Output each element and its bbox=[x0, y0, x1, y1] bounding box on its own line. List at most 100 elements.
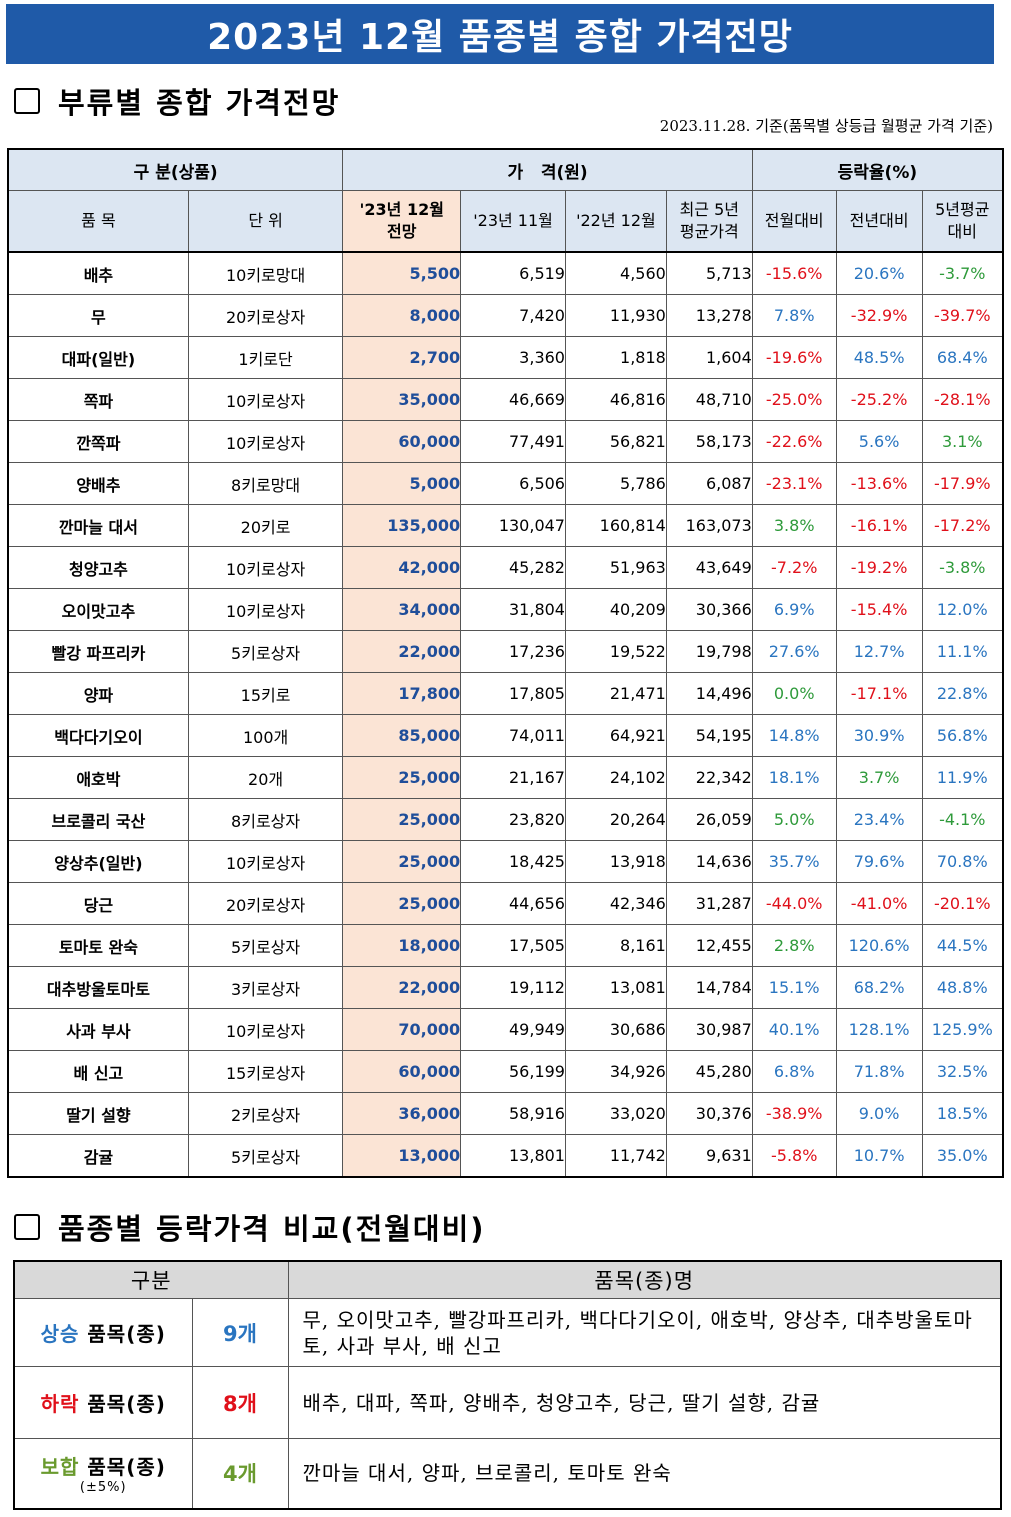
row-mom: 6.9% bbox=[751, 588, 837, 631]
row-forecast: 36,000 bbox=[342, 1092, 462, 1135]
row-unit: 5키로상자 bbox=[187, 630, 344, 673]
row-item: 청양고추 bbox=[7, 546, 189, 589]
table-row: 양배추 8키로망대 5,000 6,506 5,786 6,087 -23.1% -13.6%… bbox=[7, 462, 1004, 505]
cmp-flat-label-text: 품목(종) bbox=[87, 1455, 166, 1480]
row-nov23: 6,506 bbox=[460, 462, 566, 505]
table-row: 배 신고 15키로상자 60,000 56,199 34,926 45,280 6.8% 71… bbox=[7, 1050, 1004, 1093]
row-item: 감귤 bbox=[7, 1134, 189, 1178]
row-avg5: 14,636 bbox=[665, 840, 753, 883]
row-forecast: 60,000 bbox=[342, 1050, 462, 1093]
row-forecast: 60,000 bbox=[342, 420, 462, 463]
table-row: 사과 부사 10키로상자 70,000 49,949 30,686 30,987 40.1%… bbox=[7, 1008, 1004, 1051]
comparison-table: 구분 품목(종)명 상승 품목(종) 9개 무, 오이맛고추, 빨강파프리카, … bbox=[13, 1260, 1002, 1510]
row-yoy: 3.7% bbox=[835, 756, 923, 799]
table-row: 양파 15키로 17,800 17,805 21,471 14,496 0.0% -17.1%… bbox=[7, 672, 1004, 715]
row-mom: -44.0% bbox=[751, 882, 837, 925]
row-dec22: 4,560 bbox=[564, 251, 667, 295]
row-nov23: 44,656 bbox=[460, 882, 566, 925]
row-dec22: 8,161 bbox=[564, 924, 667, 967]
row-yoy: -13.6% bbox=[835, 462, 923, 505]
row-avg5: 14,496 bbox=[665, 672, 753, 715]
row-yoy: 79.6% bbox=[835, 840, 923, 883]
row-item: 토마토 완숙 bbox=[7, 924, 189, 967]
cmp-down-label-text: 품목(종) bbox=[87, 1392, 166, 1416]
row-vs5: -3.8% bbox=[921, 546, 1004, 589]
row-nov23: 77,491 bbox=[460, 420, 566, 463]
row-forecast: 34,000 bbox=[342, 588, 462, 631]
row-vs5: 11.1% bbox=[921, 630, 1004, 673]
row-forecast: 5,000 bbox=[342, 462, 462, 505]
table-row: 빨강 파프리카 5키로상자 22,000 17,236 19,522 19,798 27.6… bbox=[7, 630, 1004, 673]
table-row: 깐쪽파 10키로상자 60,000 77,491 56,821 58,173 -22.6% 5… bbox=[7, 420, 1004, 463]
col-yoy: 전년대비 bbox=[835, 190, 923, 253]
table-row: 쪽파 10키로상자 35,000 46,669 46,816 48,710 -25.0% -2… bbox=[7, 378, 1004, 421]
row-dec22: 1,818 bbox=[564, 336, 667, 379]
row-mom: -19.6% bbox=[751, 336, 837, 379]
row-dec22: 40,209 bbox=[564, 588, 667, 631]
row-unit: 8키로망대 bbox=[187, 462, 344, 505]
row-nov23: 19,112 bbox=[460, 966, 566, 1009]
row-avg5: 54,195 bbox=[665, 714, 753, 757]
row-nov23: 17,505 bbox=[460, 924, 566, 967]
row-forecast: 18,000 bbox=[342, 924, 462, 967]
cmp-row-up: 상승 품목(종) 9개 무, 오이맛고추, 빨강파프리카, 백다다기오이, 애호… bbox=[13, 1298, 1002, 1367]
row-item: 사과 부사 bbox=[7, 1008, 189, 1051]
row-vs5: 32.5% bbox=[921, 1050, 1004, 1093]
table-row: 브로콜리 국산 8키로상자 25,000 23,820 20,264 26,059 5.0%… bbox=[7, 798, 1004, 841]
row-forecast: 22,000 bbox=[342, 966, 462, 1009]
table-row: 딸기 설향 2키로상자 36,000 58,916 33,020 30,376 -38.9%… bbox=[7, 1092, 1004, 1135]
row-item: 양배추 bbox=[7, 462, 189, 505]
table-row: 깐마늘 대서 20키로 135,000 130,047 160,814 163,073 3.… bbox=[7, 504, 1004, 547]
row-mom: 14.8% bbox=[751, 714, 837, 757]
row-forecast: 35,000 bbox=[342, 378, 462, 421]
row-yoy: 48.5% bbox=[835, 336, 923, 379]
row-yoy: 9.0% bbox=[835, 1092, 923, 1135]
header-price: 가 격(원) bbox=[342, 148, 753, 191]
cmp-row-flat: 보합 품목(종) (±5%) 4개 깐마늘 대서, 양파, 브로콜리, 토마토 … bbox=[13, 1438, 1002, 1509]
row-unit: 20개 bbox=[187, 756, 344, 799]
col-vs5-line1: 5년평균 bbox=[935, 200, 990, 219]
row-mom: -23.1% bbox=[751, 462, 837, 505]
row-unit: 10키로상자 bbox=[187, 1008, 344, 1051]
row-dec22: 24,102 bbox=[564, 756, 667, 799]
row-item: 오이맛고추 bbox=[7, 588, 189, 631]
row-dec22: 20,264 bbox=[564, 798, 667, 841]
table-row: 오이맛고추 10키로상자 34,000 31,804 40,209 30,366 6.9% -… bbox=[7, 588, 1004, 631]
row-nov23: 18,425 bbox=[460, 840, 566, 883]
row-mom: 3.8% bbox=[751, 504, 837, 547]
table-row: 애호박 20개 25,000 21,167 24,102 22,342 18.1% 3.7% 1… bbox=[7, 756, 1004, 799]
row-forecast: 13,000 bbox=[342, 1134, 462, 1178]
row-mom: -22.6% bbox=[751, 420, 837, 463]
row-unit: 3키로상자 bbox=[187, 966, 344, 1009]
row-mom: -15.6% bbox=[751, 251, 837, 295]
row-unit: 20키로상자 bbox=[187, 294, 344, 337]
row-forecast: 8,000 bbox=[342, 294, 462, 337]
cmp-up-word: 상승 bbox=[40, 1322, 80, 1346]
row-unit: 10키로상자 bbox=[187, 378, 344, 421]
row-vs5: -17.9% bbox=[921, 462, 1004, 505]
row-nov23: 21,167 bbox=[460, 756, 566, 799]
row-yoy: 71.8% bbox=[835, 1050, 923, 1093]
row-unit: 10키로상자 bbox=[187, 420, 344, 463]
row-forecast: 25,000 bbox=[342, 798, 462, 841]
row-vs5: -4.1% bbox=[921, 798, 1004, 841]
row-item: 백다다기오이 bbox=[7, 714, 189, 757]
row-item: 대파(일반) bbox=[7, 336, 189, 379]
row-avg5: 1,604 bbox=[665, 336, 753, 379]
row-mom: -5.8% bbox=[751, 1134, 837, 1178]
row-dec22: 5,786 bbox=[564, 462, 667, 505]
table-row: 양상추(일반) 10키로상자 25,000 18,425 13,918 14,636 35.… bbox=[7, 840, 1004, 883]
row-dec22: 13,918 bbox=[564, 840, 667, 883]
row-nov23: 3,360 bbox=[460, 336, 566, 379]
row-vs5: -28.1% bbox=[921, 378, 1004, 421]
col-nov23: '23년 11월 bbox=[460, 190, 566, 253]
row-item: 브로콜리 국산 bbox=[7, 798, 189, 841]
cmp-flat-label: 보합 품목(종) (±5%) bbox=[13, 1438, 193, 1509]
row-item: 쪽파 bbox=[7, 378, 189, 421]
row-yoy: 20.6% bbox=[835, 251, 923, 295]
cmp-header-category: 구분 bbox=[13, 1260, 289, 1299]
row-nov23: 17,236 bbox=[460, 630, 566, 673]
row-nov23: 31,804 bbox=[460, 588, 566, 631]
row-mom: 18.1% bbox=[751, 756, 837, 799]
cmp-flat-count: 4개 bbox=[191, 1438, 289, 1509]
